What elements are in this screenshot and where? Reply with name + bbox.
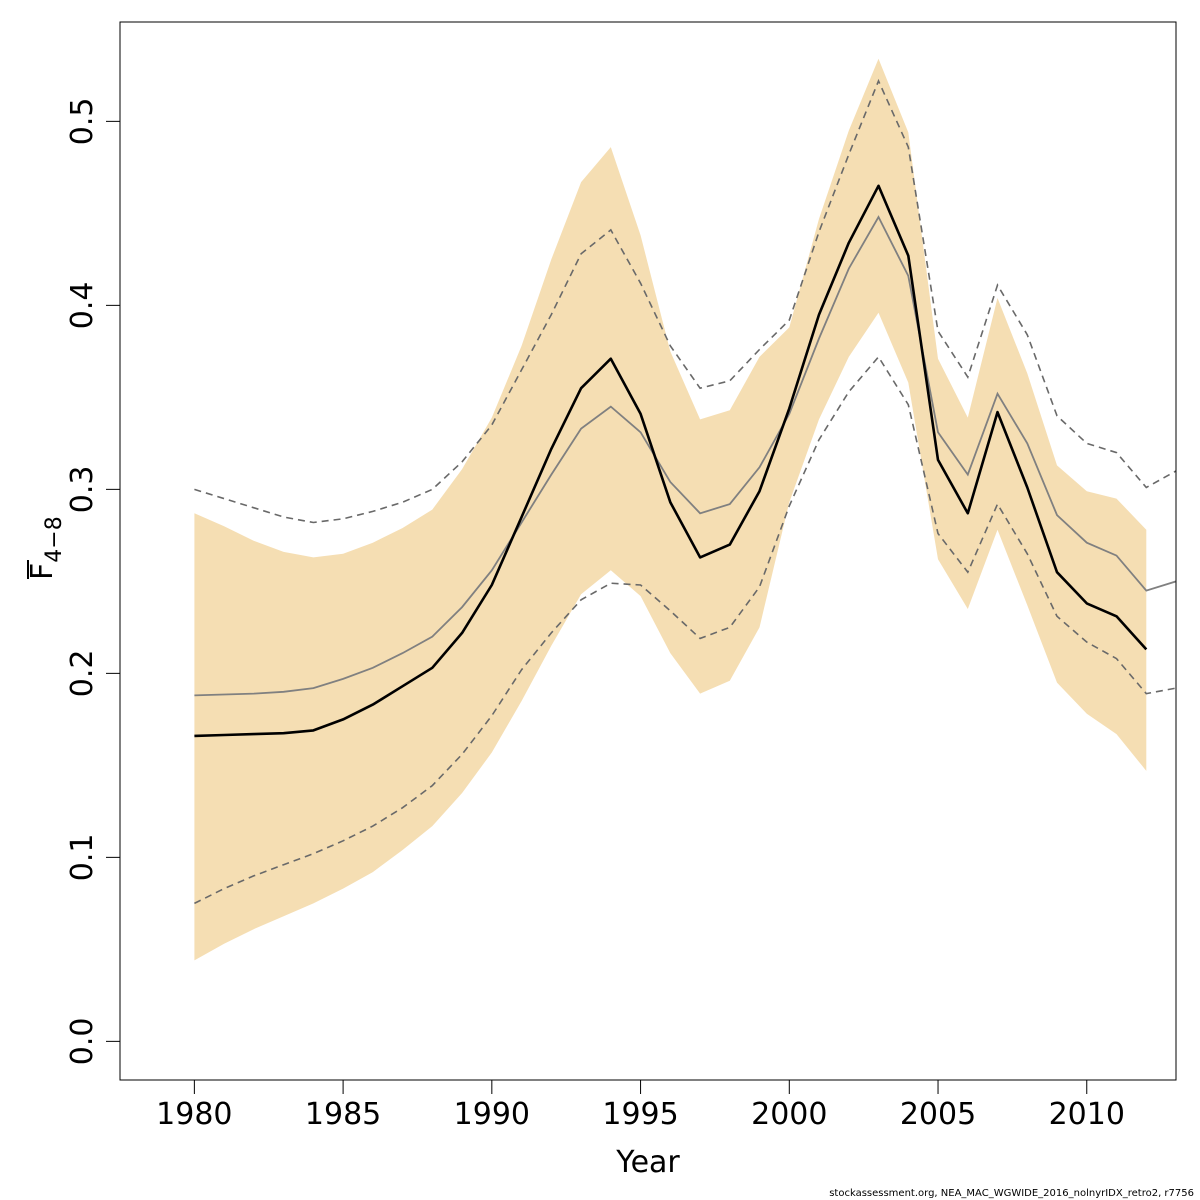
y-tick-label: 0.5 xyxy=(65,98,100,146)
x-tick-label: 1980 xyxy=(156,1097,232,1132)
x-tick-label: 1985 xyxy=(305,1097,381,1132)
axes: 1980 1985 1990 1995 2000 2005 2010 0.0 0.1 0.2 0.3… xyxy=(65,98,1125,1132)
y-tick-label: 0.0 xyxy=(65,1018,100,1066)
thin-estimate-line xyxy=(194,215,1176,697)
confidence-band xyxy=(194,58,1147,961)
x-axis-label: Year xyxy=(615,1145,680,1180)
x-tick-label: 2000 xyxy=(751,1097,827,1132)
y-tick-label: 0.3 xyxy=(65,466,100,514)
plot-area xyxy=(194,58,1176,961)
y-axis-label-main: F xyxy=(25,563,60,580)
x-tick-label: 1995 xyxy=(602,1097,678,1132)
y-tick-label: 0.2 xyxy=(65,650,100,698)
x-tick-label: 2010 xyxy=(1049,1097,1125,1132)
y-axis-label-subscript: 4−8 xyxy=(42,516,67,562)
footer-caption: stockassessment.org, NEA_MAC_WGWIDE_2016… xyxy=(829,1188,1194,1199)
dashed-line-2 xyxy=(194,355,1176,905)
svg-text:F4−8: F4−8 xyxy=(25,516,67,580)
y-tick-label: 0.4 xyxy=(65,282,100,330)
y-tick-label: 0.1 xyxy=(65,834,100,882)
y-axis-label: F4−8 xyxy=(25,516,67,580)
x-tick-label: 1990 xyxy=(454,1097,530,1132)
dashed-line-1 xyxy=(194,78,1176,524)
x-tick-label: 2005 xyxy=(900,1097,976,1132)
main-estimate-line xyxy=(194,184,1148,738)
